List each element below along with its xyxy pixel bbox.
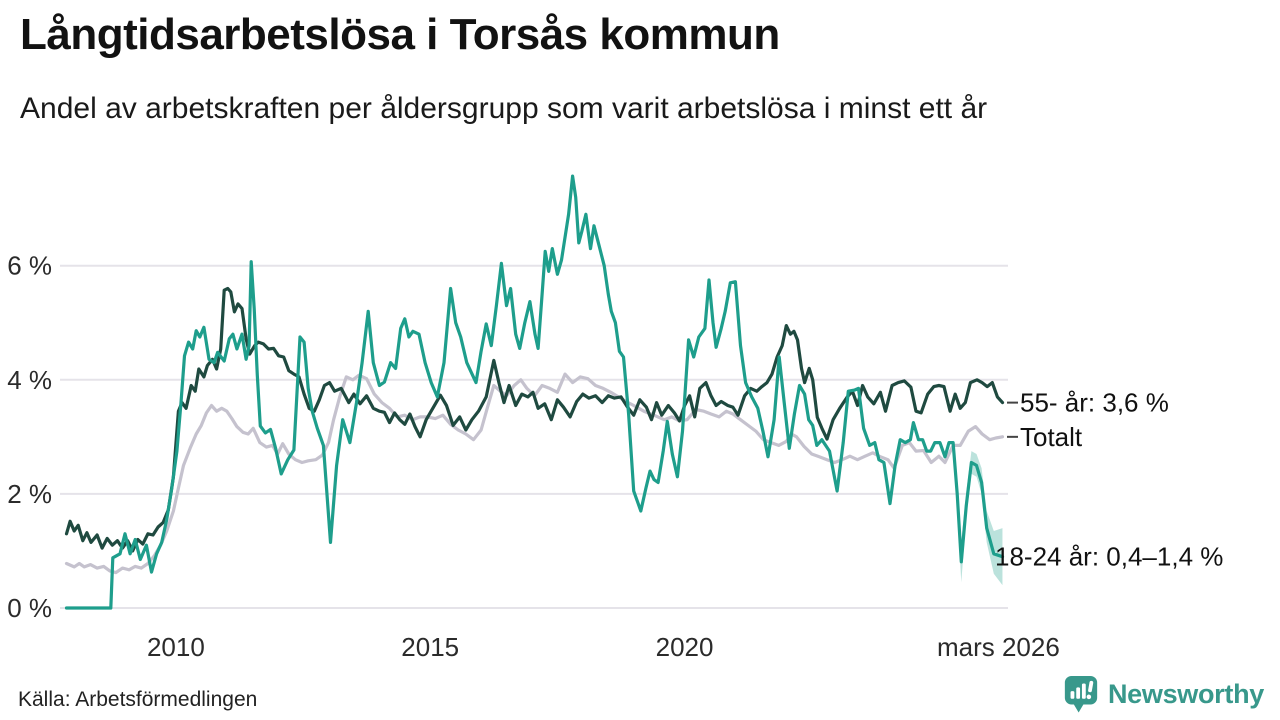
bar-chart-speech-bubble-icon: [1064, 675, 1098, 713]
uncertainty-band: [953, 439, 1003, 586]
series-line-Totalt: [64, 372, 1005, 575]
newsworthy-logo: Newsworthy: [1062, 674, 1264, 714]
brand-name: Newsworthy: [1107, 678, 1264, 709]
series-line-18-24år: [64, 174, 1005, 610]
chart-subtitle: Andel av arbetskraften per åldersgrupp s…: [20, 92, 988, 125]
y-axis-tick-label: 2 %: [7, 479, 52, 509]
series-line-55-år: [64, 286, 1005, 553]
y-axis-tick-label: 0 %: [7, 593, 52, 623]
y-axis-tick-label: 6 %: [7, 251, 52, 281]
x-axis-tick-label: 2020: [656, 632, 714, 662]
series-end-label-55-år: 55- år: 3,6 %: [1020, 388, 1169, 418]
x-axis-tick-label: 2015: [401, 632, 459, 662]
series-end-label-Totalt: Totalt: [1020, 422, 1083, 452]
page-title: Långtidsarbetslösa i Torsås kommun: [20, 10, 780, 59]
x-axis-tick-label: mars 2026: [937, 632, 1060, 662]
series-end-label-18-24år: 18-24 år: 0,4–1,4 %: [995, 542, 1223, 572]
source-note: Källa: Arbetsförmedlingen: [18, 688, 258, 711]
x-axis-tick-label: 2010: [147, 632, 205, 662]
y-axis-tick-label: 4 %: [7, 365, 52, 395]
